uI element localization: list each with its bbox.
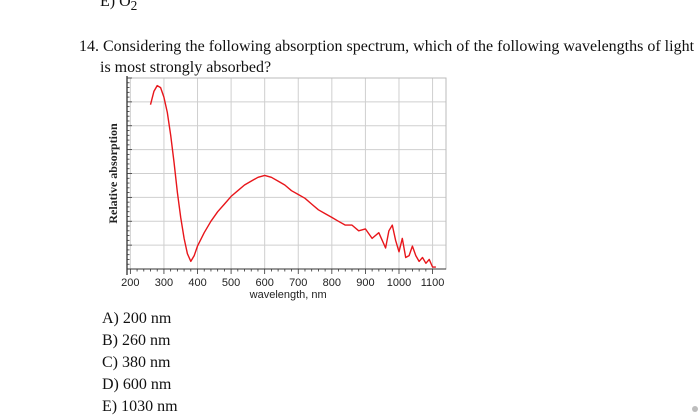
x-axis-label: wavelength, nm <box>249 289 327 301</box>
previous-answer-text: O <box>119 0 131 10</box>
choice-text: 200 nm <box>122 310 172 327</box>
x-tick-label: 200 <box>121 277 139 289</box>
x-tick-label: 700 <box>289 277 307 289</box>
x-tick-label: 600 <box>255 277 273 289</box>
previous-answer-letter: E) <box>100 0 116 10</box>
scroll-indicator-dot <box>692 406 698 412</box>
x-tick-label: 800 <box>323 277 341 289</box>
question-line-2: is most strongly absorbed? <box>100 59 272 76</box>
previous-answer: E) O2 <box>100 0 137 15</box>
question-text-1: Considering the following absorption spe… <box>103 38 695 55</box>
choice-b[interactable]: B) 260 nm <box>102 330 178 352</box>
choice-text: 1030 nm <box>121 398 178 415</box>
x-tick-label: 900 <box>356 277 374 289</box>
y-axis-minor-ticks <box>127 77 132 270</box>
previous-answer-subscript: 2 <box>130 0 138 14</box>
chart-grid <box>127 78 446 269</box>
x-tick-label: 400 <box>188 277 206 289</box>
question-14: 14. Considering the following absorption… <box>79 36 695 78</box>
choice-c[interactable]: C) 380 nm <box>102 352 178 374</box>
choice-letter: A) <box>102 310 119 327</box>
choice-text: 380 nm <box>122 354 171 371</box>
choice-text: 260 nm <box>122 332 171 349</box>
absorption-curve <box>149 84 436 268</box>
choice-letter: E) <box>102 398 118 415</box>
x-axis-ticks <box>129 269 433 274</box>
x-tick-label: 300 <box>155 277 173 289</box>
choice-letter: B) <box>102 332 118 349</box>
choice-e[interactable]: E) 1030 nm <box>102 396 178 418</box>
x-tick-label: 1100 <box>421 277 445 289</box>
choice-letter: C) <box>102 354 118 371</box>
choice-d[interactable]: D) 600 nm <box>102 374 178 396</box>
question-line-1: 14. Considering the following absorption… <box>79 36 695 57</box>
answer-choices: A) 200 nm B) 260 nm C) 380 nm D) 600 nm … <box>102 308 178 418</box>
choice-letter: D) <box>102 376 119 393</box>
y-axis-label: Relative absorption <box>106 123 120 224</box>
x-tick-label: 500 <box>222 277 240 289</box>
question-number: 14. <box>79 38 99 55</box>
x-tick-label: 1000 <box>387 277 411 289</box>
absorption-spectrum-chart: 200 300 400 500 600 700 800 900 1000 1100 Relativ… <box>106 76 447 301</box>
x-axis-tick-labels: 200 300 400 500 600 700 800 900 1000 1100 <box>121 277 444 289</box>
choice-text: 600 nm <box>122 376 172 393</box>
choice-a[interactable]: A) 200 nm <box>102 308 178 330</box>
